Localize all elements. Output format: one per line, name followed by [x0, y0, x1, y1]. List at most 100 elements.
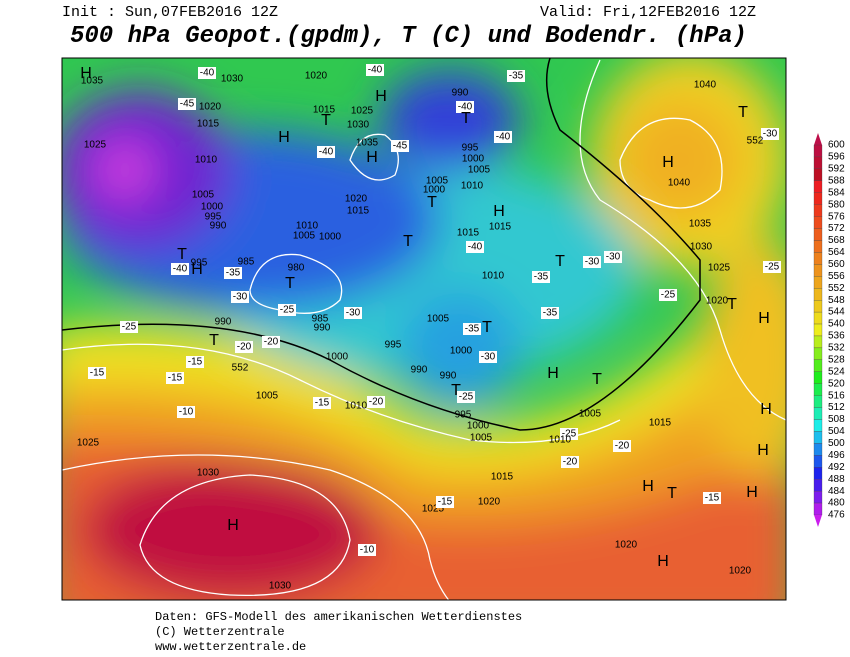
pressure-center: H: [375, 88, 387, 105]
map-title: 500 hPa Geopot.(gpdm), T (C) und Bodendr…: [70, 23, 747, 50]
isobar-label: 1005: [468, 165, 491, 176]
label-box: [358, 544, 376, 556]
pressure-center: T: [667, 485, 677, 502]
isobar-label: 1000: [201, 202, 224, 213]
legend-label: 496: [828, 450, 845, 461]
pressure-center: T: [427, 194, 437, 211]
temperature-label: -45: [393, 141, 408, 152]
isobar-label: 1015: [457, 228, 480, 239]
legend-cell: [813, 264, 823, 277]
legend-label: 588: [828, 175, 845, 186]
isobar-label: 1020: [345, 194, 368, 205]
isobar-label: 1025: [351, 106, 374, 117]
temperature-label: -45: [180, 99, 195, 110]
legend-cell: [813, 335, 823, 349]
legend-label: 568: [828, 235, 845, 246]
legend-label: 524: [828, 366, 845, 377]
temperature-label: -20: [264, 337, 279, 348]
label-box: [560, 428, 578, 440]
legend-cell: [813, 443, 823, 456]
isobar-label: 1010: [296, 221, 319, 232]
legend-cell: [813, 311, 823, 325]
isobar-label: 1020: [615, 540, 638, 551]
isobar-label: 1000: [462, 154, 485, 165]
temperature-label: -40: [468, 242, 483, 253]
legend-label: 508: [828, 414, 845, 425]
legend-cell: [813, 288, 823, 301]
isobar-label: 1040: [668, 178, 691, 189]
legend-cell: [813, 383, 823, 396]
label-box: [494, 131, 512, 143]
label-box: [367, 396, 385, 408]
temperature-label: -15: [188, 357, 203, 368]
pressure-center: T: [209, 332, 219, 349]
legend-cell: [813, 479, 823, 492]
temperature-label: -20: [237, 342, 252, 353]
isobar-label: 1025: [77, 438, 100, 449]
temperature-label: -20: [615, 441, 630, 452]
temperature-label: -25: [661, 290, 676, 301]
legend-label: 600: [828, 140, 845, 151]
legend-label: 516: [828, 390, 845, 401]
temperature-label: -40: [200, 68, 215, 79]
valid-time: Valid: Fri,12FEB2016 12Z: [540, 4, 756, 21]
pressure-center: T: [451, 382, 461, 399]
isobar-label: 985: [312, 314, 329, 325]
legend-cell: [813, 347, 823, 360]
isobar-label: 1015: [197, 119, 220, 130]
label-box: [344, 307, 362, 319]
legend-cell: [813, 204, 823, 217]
temperature-label: -25: [562, 429, 577, 440]
label-box: [541, 307, 559, 319]
isobar-label: 552: [747, 136, 764, 147]
pressure-center: H: [657, 553, 669, 570]
isobar-label: 1015: [313, 105, 336, 116]
pressure-center: T: [321, 112, 331, 129]
temperature-label: -30: [763, 129, 778, 140]
legend-cell: [813, 192, 823, 205]
legend-label: 552: [828, 283, 845, 294]
temperature-label: -15: [705, 493, 720, 504]
legend-label: 576: [828, 211, 845, 222]
label-box: [317, 146, 335, 158]
isobar-label: 980: [288, 263, 305, 274]
label-box: [224, 267, 242, 279]
isobar-label: 1020: [478, 497, 501, 508]
isobar-label: 990: [440, 371, 457, 382]
isobar-label: 1005: [293, 231, 316, 242]
legend-cell: [813, 276, 823, 289]
isobar-label: 1015: [347, 206, 370, 217]
legend-cell: [813, 252, 823, 265]
legend-cell: [813, 168, 823, 181]
label-box: [186, 356, 204, 368]
legend-cell: [813, 431, 823, 444]
label-box: [703, 492, 721, 504]
temperature-label: -40: [458, 102, 473, 113]
temperature-label: -10: [360, 545, 375, 556]
isobar-label: 1030: [690, 242, 713, 253]
label-box: [178, 98, 196, 110]
isobar-label: 990: [314, 323, 331, 334]
legend-cell: [813, 180, 823, 193]
isobar-label: 995: [191, 258, 208, 269]
isobar-label: 1000: [319, 232, 342, 243]
temperature-label: -35: [226, 268, 241, 279]
isobar-label: 1010: [461, 181, 484, 192]
legend-label: 560: [828, 259, 845, 270]
isobar-label: 990: [411, 365, 428, 376]
label-box: [391, 140, 409, 152]
temperature-label: -15: [315, 398, 330, 409]
legend-cell: [813, 240, 823, 253]
legend-cell: [813, 300, 823, 313]
legend-label: 488: [828, 474, 845, 485]
label-box: [278, 304, 296, 316]
label-box: [583, 256, 601, 268]
pressure-center: H: [493, 203, 505, 220]
isobar-label: 995: [455, 410, 472, 421]
footer-copyright: (C) Wetterzentrale: [155, 625, 285, 639]
pressure-center: T: [177, 246, 187, 263]
legend-cap: [814, 515, 822, 527]
pressure-center: H: [642, 478, 654, 495]
